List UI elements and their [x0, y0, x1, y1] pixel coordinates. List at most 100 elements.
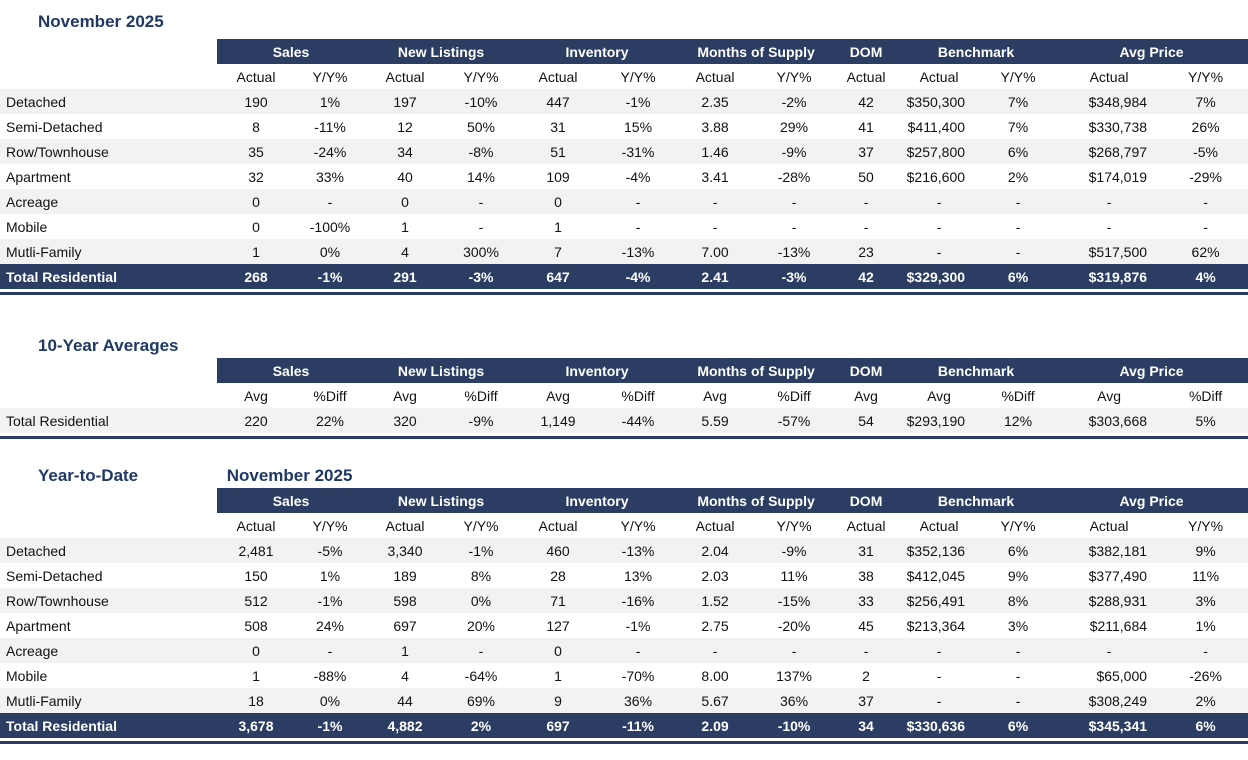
column-subheader: Y/Y%: [1163, 64, 1248, 89]
column-subheader: Y/Y%: [599, 513, 678, 538]
cell: -: [753, 638, 836, 663]
year-to-date-table: Sales New Listings Inventory Months of Supp…: [0, 488, 1248, 738]
section-subtitle-text: November 2025: [226, 466, 353, 485]
row-label: Row/Townhouse: [0, 588, 217, 613]
cell: 37: [835, 139, 898, 164]
column-group-new-listings: New Listings: [365, 488, 518, 513]
row-label-header: [0, 513, 217, 538]
cell: -1%: [445, 538, 518, 563]
column-group-months-of-supply: Months of Supply: [677, 488, 836, 513]
cell: -9%: [753, 538, 836, 563]
row-label-header: [0, 64, 217, 89]
column-subheader: Avg: [1055, 383, 1164, 408]
cell: 0%: [445, 588, 518, 613]
cell: 69%: [445, 688, 518, 713]
column-subheader: Actual: [217, 64, 295, 89]
cell: -: [1055, 638, 1164, 663]
cell: 190: [217, 89, 295, 114]
cell: 3%: [1007, 617, 1029, 634]
column-group-avg-price: Avg Price: [1055, 358, 1248, 383]
cell: -: [897, 638, 982, 663]
table-row-detached: Detached 2,481 -5% 3,340 -1% 460 -13% 2.04 -9% 31…: [0, 538, 1248, 563]
cell: 3.88: [701, 118, 729, 135]
cell: 2.41: [677, 264, 754, 289]
cell: 50%: [466, 118, 496, 135]
cell: -: [1163, 189, 1248, 214]
cell: -88%: [313, 667, 347, 684]
cell: -70%: [621, 667, 655, 684]
column-group-inventory: Inventory: [517, 488, 678, 513]
cell: 109: [546, 168, 570, 185]
table-row-row-townhouse: Row/Townhouse 512 -1% 598 0% 71 -16% 1.52 -15% 33…: [0, 588, 1248, 613]
column-subheader: Y/Y%: [753, 513, 836, 538]
cell: -4%: [625, 168, 651, 185]
table-row-apartment: Apartment 508 24% 697 20% 127 -1% 2.75 -20% 45 $21…: [0, 613, 1248, 638]
cell: 460: [517, 538, 600, 563]
row-label: Semi-Detached: [6, 118, 103, 135]
cell: -5%: [1163, 139, 1248, 164]
cell: 11%: [780, 567, 808, 584]
cell: 9%: [1163, 538, 1248, 563]
cell: -: [753, 189, 836, 214]
column-subheader: Avg: [217, 383, 295, 408]
row-label: Semi-Detached: [6, 567, 103, 584]
cell: 24%: [315, 617, 345, 634]
cell: -20%: [777, 617, 811, 634]
table-row-mutli-family: Mutli-Family 18 0% 44 69% 9 36% 5.67 36% 37- - $308…: [0, 688, 1248, 713]
column-subheader: Avg: [365, 383, 445, 408]
column-subheader: Y/Y%: [1163, 513, 1248, 538]
corner-cell: [0, 358, 217, 383]
cell: -: [445, 638, 518, 663]
row-label: Mutli-Family: [0, 239, 217, 264]
cell: $65,000: [1096, 667, 1148, 684]
cell: 42: [835, 264, 898, 289]
cell: 2%: [445, 713, 518, 738]
cell: $412,045: [906, 567, 966, 584]
cell: -: [1106, 218, 1112, 235]
cell: -57%: [753, 408, 836, 433]
cell: $216,600: [906, 168, 966, 185]
cell: 34: [365, 139, 445, 164]
ten-year-averages-table: Sales New Listings Inventory Months of Supp…: [0, 358, 1248, 433]
table-row-row-townhouse: Row/Townhouse 35 -24% 34 -8% 51 -31% 1.46 -9% 37 $…: [0, 139, 1248, 164]
cell: 150: [244, 567, 268, 584]
row-label: Row/Townhouse: [0, 139, 217, 164]
cell: 40: [397, 168, 413, 185]
column-group-benchmark: Benchmark: [897, 39, 1056, 64]
cell: -3%: [445, 264, 518, 289]
column-subheader: Y/Y%: [445, 64, 518, 89]
cell: -: [1055, 189, 1164, 214]
column-subheader: %Diff: [981, 383, 1056, 408]
cell: 0: [517, 189, 600, 214]
cell: 29%: [780, 118, 809, 135]
cell: -: [635, 218, 641, 235]
cell: -: [835, 638, 898, 663]
cell: 4: [401, 667, 409, 684]
cell: 4: [365, 239, 445, 264]
cell: 291: [365, 264, 445, 289]
cell: -: [936, 218, 942, 235]
cell: -9%: [445, 408, 518, 433]
cell: 33%: [315, 168, 345, 185]
row-label: Detached: [0, 89, 217, 114]
cell: 697: [517, 713, 600, 738]
cell: 1%: [319, 567, 341, 584]
column-subheader: Actual: [1055, 64, 1164, 89]
cell: 1.46: [677, 139, 754, 164]
cell: $293,190: [897, 408, 982, 433]
column-subheader: Actual: [517, 64, 600, 89]
cell: 7%: [1163, 89, 1248, 114]
cell: -: [677, 189, 754, 214]
column-subheader: Actual: [217, 513, 295, 538]
cell: -: [712, 218, 718, 235]
cell: 51: [517, 139, 600, 164]
cell: 34: [835, 713, 898, 738]
cell: $288,931: [1055, 588, 1164, 613]
cell: 1: [554, 667, 562, 684]
cell: 38: [858, 567, 874, 584]
cell: 41: [858, 118, 874, 135]
cell: 268: [217, 264, 295, 289]
column-subheader: Y/Y%: [753, 64, 836, 89]
column-subheader: Actual: [677, 513, 754, 538]
monthly-table-block: Sales New Listings Inventory Months of Supp…: [0, 39, 1248, 295]
